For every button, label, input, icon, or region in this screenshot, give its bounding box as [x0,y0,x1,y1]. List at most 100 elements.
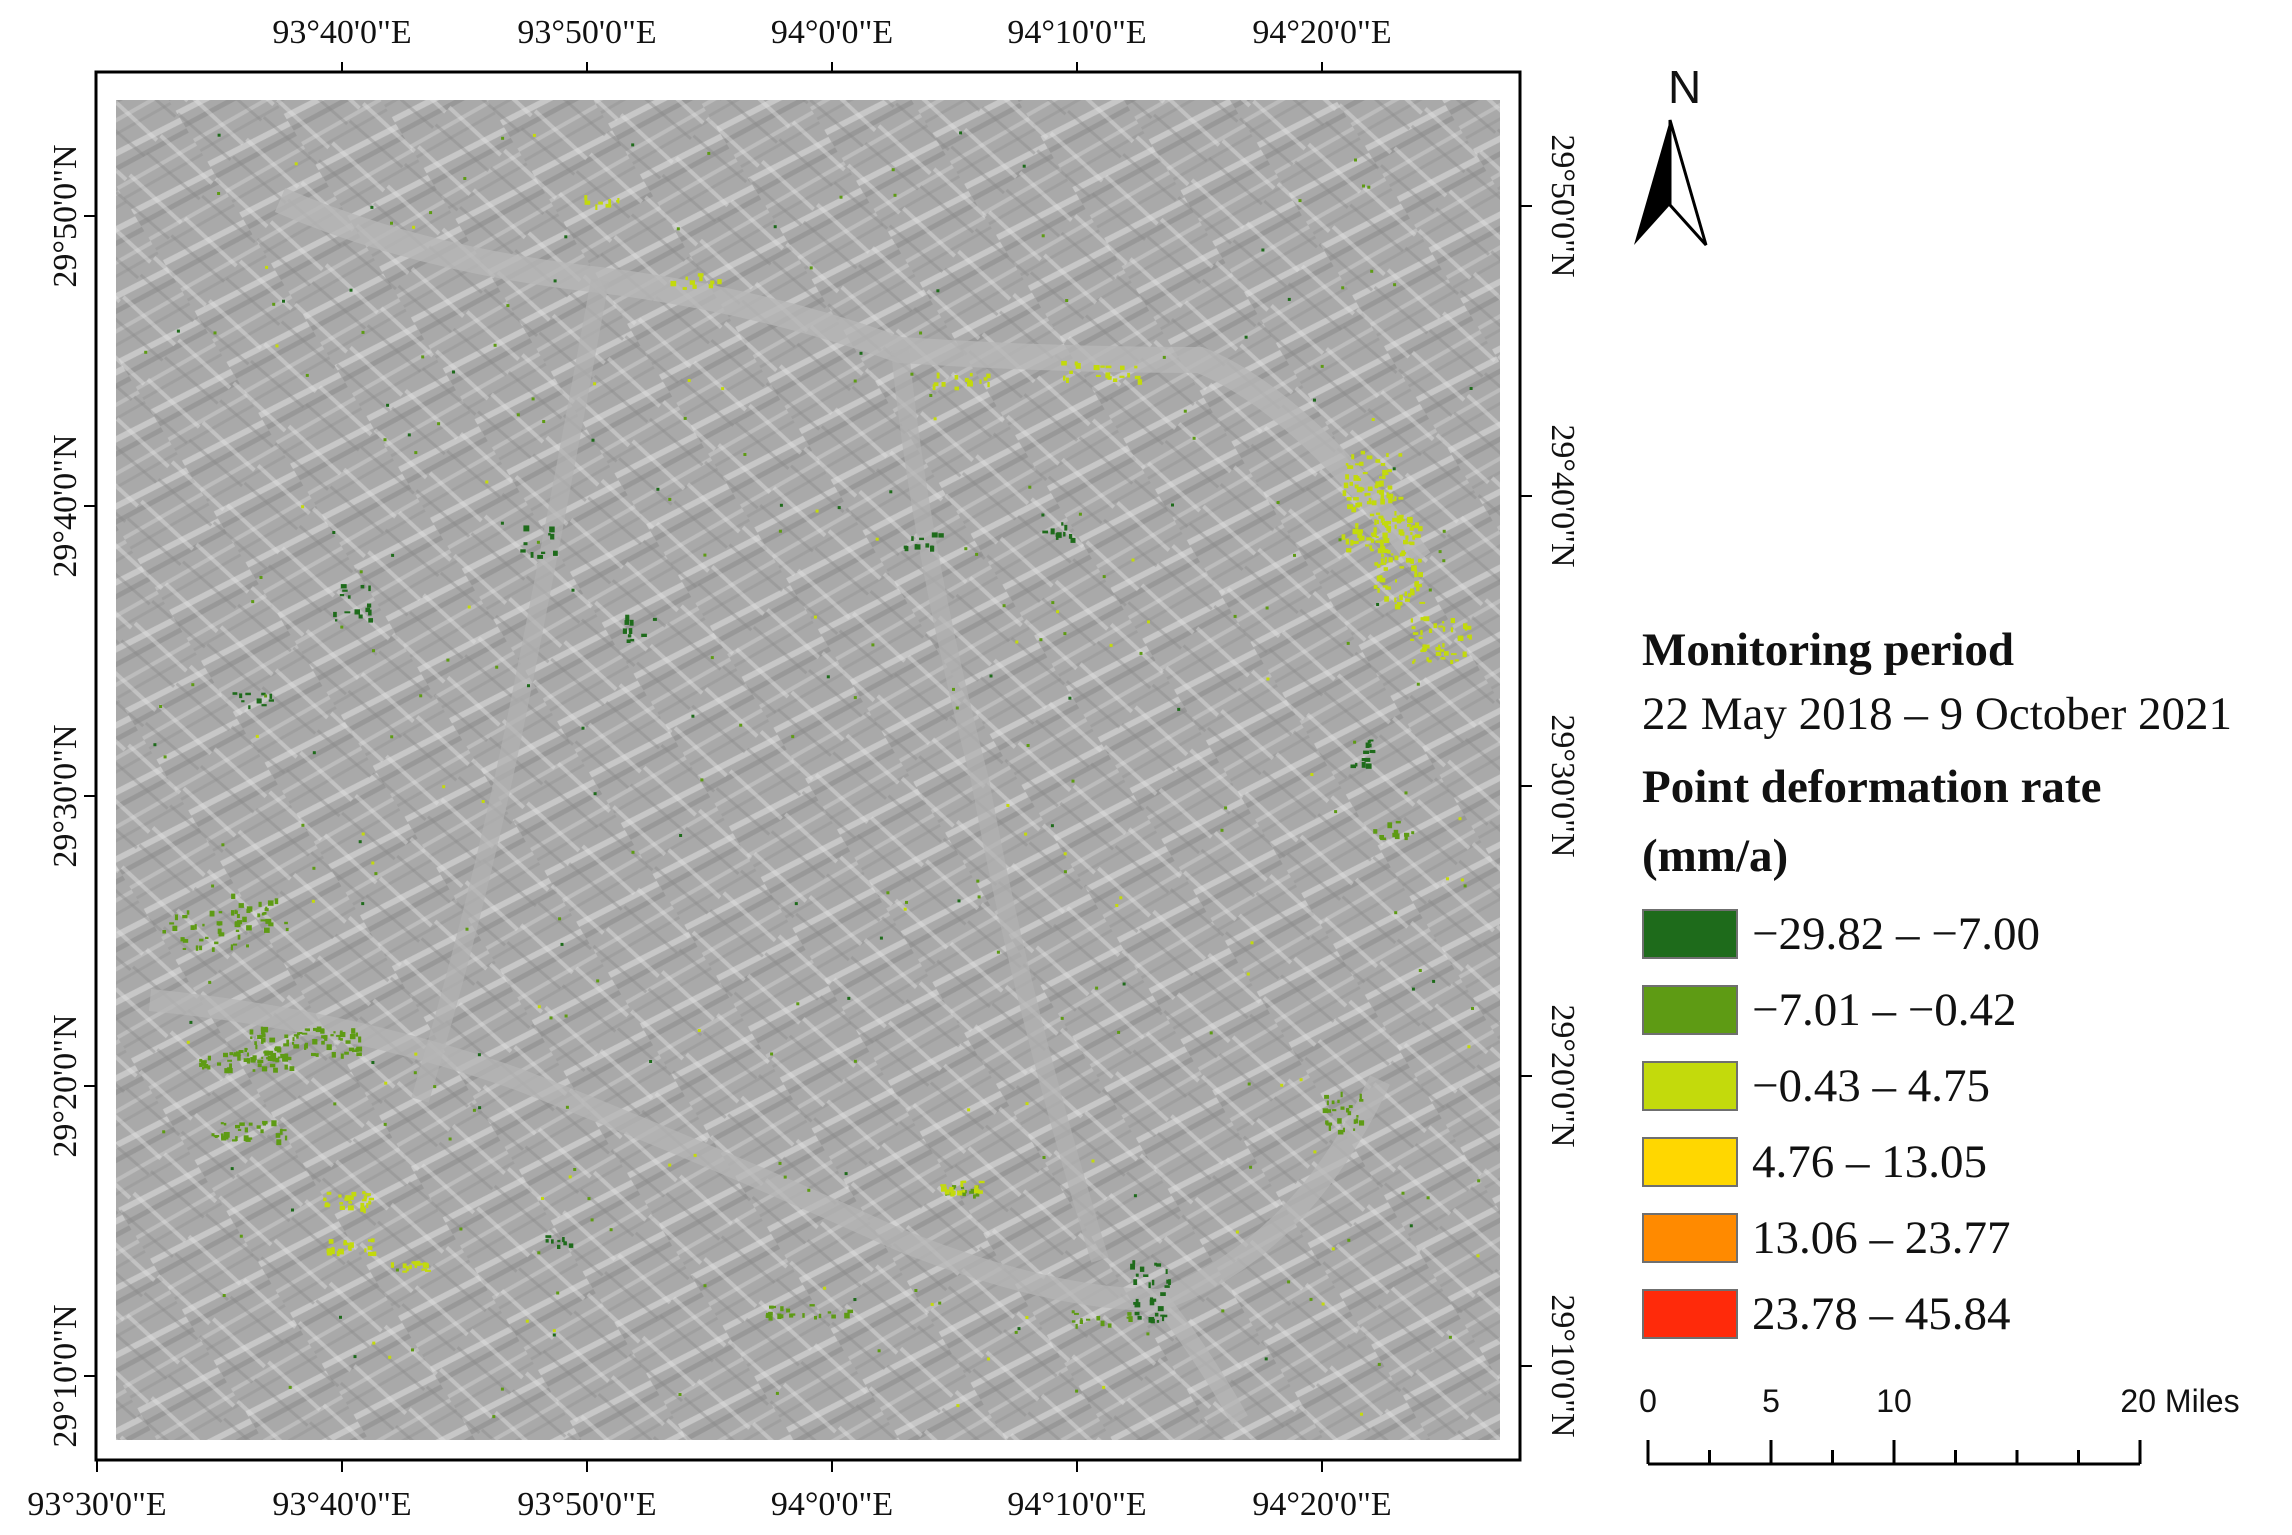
deformation-point [1340,1106,1345,1110]
deformation-point [1353,475,1358,481]
deformation-point [263,912,267,915]
deformation-point [481,800,485,803]
deformation-point [1369,513,1375,517]
deformation-point [679,834,683,837]
deformation-point [818,1313,822,1319]
deformation-point [1134,375,1141,380]
deformation-point [1096,1316,1101,1321]
deformation-point [1298,199,1302,203]
deformation-point [186,910,190,915]
deformation-point [1463,623,1468,629]
deformation-point [1107,1323,1112,1328]
deformation-point [910,372,914,376]
deformation-point [974,1185,979,1189]
deformation-point [1384,557,1388,563]
deformation-point [1247,1082,1251,1086]
deformation-point [221,843,225,847]
deformation-point [429,211,433,215]
deformation-point [364,1248,367,1253]
deformation-point [1369,749,1376,754]
deformation-point [284,1064,288,1070]
deformation-point [1381,522,1385,526]
deformation-point [1055,535,1059,540]
deformation-point [271,1120,277,1127]
deformation-point [472,1108,476,1112]
deformation-point [962,1191,966,1197]
deformation-point [351,1191,357,1197]
deformation-point [969,372,973,377]
deformation-point [1220,828,1224,832]
deformation-point [500,1387,504,1391]
deformation-point [251,600,255,604]
deformation-point [402,1263,407,1269]
deformation-point [1464,628,1468,631]
deformation-point [573,1168,577,1171]
deformation-point [1063,870,1067,874]
deformation-point [269,1063,276,1068]
deformation-point [871,643,875,647]
deformation-point [1367,185,1371,189]
deformation-point [847,1309,854,1314]
deformation-point [1368,497,1372,504]
deformation-point [1366,537,1372,541]
deformation-point [593,382,597,386]
deformation-point [1135,1298,1139,1304]
deformation-point [236,914,240,918]
deformation-point [630,638,635,642]
deformation-point [617,198,620,204]
deformation-point [1065,299,1069,302]
legend-swatch [1642,909,1738,959]
deformation-point [703,553,707,557]
deformation-point [200,1060,207,1064]
deformation-point [807,1188,811,1192]
left-latitude-label: 29°40'0"N [47,434,84,578]
deformation-point [182,947,187,950]
deformation-point [425,1269,431,1272]
deformation-point [1353,1119,1356,1124]
deformation-point [932,384,936,391]
deformation-point [368,1200,372,1205]
deformation-point [950,1190,955,1197]
deformation-point [827,1311,832,1314]
deformation-point [229,1063,232,1069]
deformation-point [413,1071,417,1075]
deformation-point [987,382,990,388]
deformation-point [237,1055,241,1061]
legend-class-label: 4.76 – 13.05 [1752,1136,1987,1188]
deformation-point [344,1242,350,1245]
deformation-point [264,1050,269,1056]
scale-bar-label: 10 [1876,1383,1912,1419]
deformation-point [789,1313,794,1318]
deformation-point [911,536,914,541]
deformation-point [1025,1102,1029,1106]
deformation-point [1413,659,1416,663]
deformation-point [268,922,274,927]
deformation-point [1321,1302,1325,1306]
deformation-point [541,551,546,554]
deformation-point [631,850,635,854]
deformation-point [217,928,222,934]
deformation-point [1137,379,1143,385]
deformation-point [1353,540,1359,544]
deformation-point [766,1312,771,1316]
deformation-point [1374,562,1379,566]
deformation-point [1355,523,1359,529]
deformation-point [1381,553,1384,558]
deformation-point [162,1130,166,1134]
deformation-point [1370,539,1374,543]
deformation-point [1396,515,1403,518]
deformation-point [1361,762,1366,768]
deformation-point [1411,565,1417,572]
deformation-point [1102,1385,1106,1389]
deformation-point [1407,523,1412,527]
deformation-point [1105,365,1112,369]
deformation-point [649,1060,653,1063]
deformation-point [1276,501,1280,504]
deformation-point [557,1239,561,1243]
deformation-point [301,1032,308,1035]
deformation-point [1280,1083,1284,1087]
deformation-point [678,1393,682,1396]
deformation-point [786,1308,791,1313]
deformation-point [386,403,390,407]
deformation-point [815,509,819,513]
